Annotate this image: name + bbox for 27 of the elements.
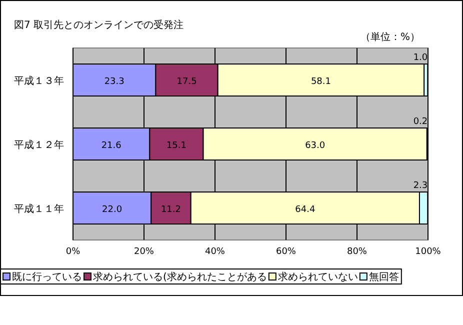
data-label: 64.4: [295, 205, 316, 215]
legend-label: 無回答: [368, 271, 399, 283]
y-tick-label: 平成１３年: [14, 75, 64, 87]
x-tick-label: 20%: [134, 247, 154, 257]
data-label: 58.1: [310, 77, 331, 87]
data-label: 21.6: [101, 141, 122, 151]
chart-subtitle: （単位：%）: [360, 31, 420, 43]
x-tick-label: 100%: [415, 247, 442, 257]
data-label: 1.0: [413, 53, 428, 63]
data-label: 22.0: [102, 205, 122, 215]
legend-label: 既に行っている: [12, 272, 82, 283]
chart-title: 図7 取引先とのオンラインでの受発注: [14, 19, 184, 31]
data-label: 15.1: [166, 141, 187, 151]
x-tick-label: 40%: [204, 247, 226, 257]
data-label: 63.0: [305, 141, 326, 151]
y-tick-label: 平成１１年: [14, 203, 64, 215]
data-label: 17.5: [176, 77, 197, 87]
legend-label: 求められている(求められたことがある: [93, 271, 267, 283]
x-tick-label: 0%: [66, 247, 81, 257]
data-label: 2.3: [413, 181, 428, 191]
data-label: 23.3: [104, 77, 124, 87]
data-label: 11.2: [160, 205, 182, 215]
y-tick-label: 平成１２年: [14, 139, 64, 151]
legend-label: 求められていない: [278, 271, 358, 283]
data-label: 0.2: [413, 117, 428, 127]
x-tick-label: 80%: [346, 247, 368, 257]
x-tick-label: 60%: [276, 247, 296, 257]
